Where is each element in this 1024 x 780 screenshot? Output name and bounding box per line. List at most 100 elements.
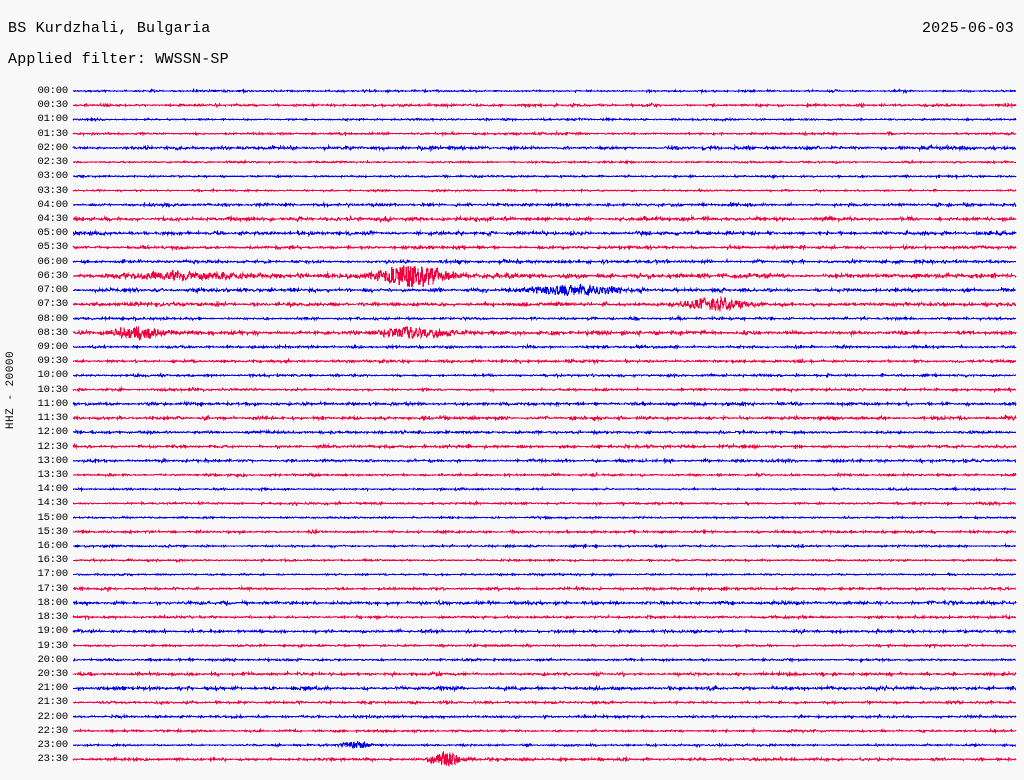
time-tick-20-00: 20:00 — [37, 653, 68, 666]
time-tick-05-00: 05:00 — [37, 227, 68, 240]
time-tick-09-30: 09:30 — [37, 355, 68, 368]
trace-row-03-30 — [72, 187, 1017, 194]
trace-row-14-30 — [72, 499, 1017, 507]
trace-row-08-00 — [72, 315, 1017, 323]
trace-row-21-00 — [73, 684, 1017, 693]
time-tick-12-30: 12:30 — [37, 440, 68, 453]
trace-row-21-30 — [72, 698, 1017, 706]
trace-canvas — [72, 87, 1017, 767]
helicorder-plot — [0, 78, 1024, 780]
time-tick-17-00: 17:00 — [37, 568, 68, 581]
time-tick-18-30: 18:30 — [37, 611, 68, 624]
trace-row-02-00 — [72, 143, 1017, 153]
time-tick-11-00: 11:00 — [37, 397, 68, 410]
time-tick-01-30: 01:30 — [37, 127, 68, 140]
time-tick-02-30: 02:30 — [37, 156, 68, 169]
time-tick-09-00: 09:00 — [37, 340, 68, 353]
trace-row-10-30 — [72, 385, 1017, 394]
trace-row-18-30 — [72, 613, 1017, 621]
trace-row-07-30 — [72, 295, 1017, 312]
trace-row-09-30 — [72, 357, 1017, 366]
time-tick-18-00: 18:00 — [37, 596, 68, 609]
trace-row-05-30 — [72, 243, 1017, 252]
time-tick-10-00: 10:00 — [37, 369, 68, 382]
time-tick-07-00: 07:00 — [37, 284, 68, 297]
trace-row-17-30 — [72, 584, 1017, 593]
time-tick-02-00: 02:00 — [37, 141, 68, 154]
trace-row-04-00 — [72, 201, 1017, 209]
trace-row-00-30 — [72, 102, 1017, 109]
trace-row-23-00 — [72, 740, 1017, 750]
trace-row-19-00 — [72, 627, 1017, 635]
trace-row-05-00 — [72, 229, 1017, 238]
time-tick-13-30: 13:30 — [37, 468, 68, 481]
trace-row-08-30 — [72, 325, 1017, 342]
time-tick-23-00: 23:00 — [37, 739, 68, 752]
time-tick-15-00: 15:00 — [37, 511, 68, 524]
trace-row-01-00 — [72, 116, 1017, 123]
trace-row-23-30 — [72, 750, 1017, 767]
time-axis-ticks: 00:00 00:30 01:00 01:30 02:00 02:30 03:00 03:30… — [0, 78, 68, 780]
trace-row-01-30 — [72, 130, 1017, 138]
time-tick-00-00: 00:00 — [37, 85, 68, 97]
trace-row-13-00 — [72, 457, 1017, 465]
time-tick-14-30: 14:30 — [37, 497, 68, 510]
trace-row-22-00 — [72, 713, 1017, 721]
page-title: BS Kurdzhali, Bulgaria — [8, 20, 211, 37]
time-tick-08-30: 08:30 — [37, 326, 68, 339]
trace-row-20-30 — [72, 670, 1017, 678]
trace-row-07-00 — [72, 283, 1017, 297]
time-tick-21-30: 21:30 — [37, 696, 68, 709]
trace-row-15-30 — [72, 528, 1017, 536]
time-tick-06-30: 06:30 — [37, 269, 68, 282]
trace-row-22-30 — [72, 727, 1017, 735]
time-tick-05-30: 05:30 — [37, 241, 68, 254]
time-tick-23-30: 23:30 — [37, 753, 68, 766]
trace-row-17-00 — [72, 571, 1017, 578]
time-tick-12-00: 12:00 — [37, 426, 68, 439]
time-tick-16-30: 16:30 — [37, 554, 68, 567]
time-tick-21-00: 21:00 — [37, 682, 68, 695]
trace-row-13-30 — [72, 471, 1017, 479]
time-tick-19-00: 19:00 — [37, 625, 68, 638]
time-tick-14-00: 14:00 — [37, 483, 68, 496]
time-tick-10-30: 10:30 — [37, 383, 68, 396]
time-tick-11-30: 11:30 — [37, 412, 68, 425]
time-tick-00-30: 00:30 — [37, 99, 68, 112]
time-tick-04-30: 04:30 — [37, 212, 68, 225]
trace-row-00-00 — [72, 87, 1017, 95]
trace-row-11-30 — [72, 414, 1017, 422]
trace-row-11-00 — [72, 400, 1017, 408]
trace-row-10-00 — [73, 371, 1017, 379]
trace-row-12-00 — [72, 428, 1017, 436]
trace-row-14-00 — [72, 485, 1017, 493]
trace-row-12-30 — [72, 442, 1017, 451]
trace-row-16-30 — [72, 557, 1017, 564]
trace-row-02-30 — [72, 159, 1017, 165]
trace-row-18-00 — [72, 598, 1017, 607]
trace-row-09-00 — [72, 343, 1017, 350]
trace-row-04-30 — [72, 214, 1017, 224]
time-tick-22-30: 22:30 — [37, 724, 68, 737]
time-tick-01-00: 01:00 — [37, 113, 68, 126]
trace-row-03-00 — [72, 173, 1017, 180]
time-tick-22-00: 22:00 — [37, 710, 68, 723]
trace-row-15-00 — [72, 514, 1017, 521]
time-tick-07-30: 07:30 — [37, 298, 68, 311]
trace-row-06-00 — [72, 257, 1017, 266]
time-tick-20-30: 20:30 — [37, 668, 68, 681]
trace-row-19-30 — [72, 642, 1017, 649]
time-tick-04-00: 04:00 — [37, 198, 68, 211]
applied-filter-label: Applied filter: WWSSN-SP — [8, 51, 229, 68]
time-tick-03-00: 03:00 — [37, 170, 68, 183]
record-date: 2025-06-03 — [921, 20, 1014, 37]
trace-row-20-00 — [72, 656, 1017, 664]
time-tick-06-00: 06:00 — [37, 255, 68, 268]
time-tick-08-00: 08:00 — [37, 312, 68, 325]
time-tick-19-30: 19:30 — [37, 639, 68, 652]
time-tick-16-00: 16:00 — [37, 540, 68, 553]
time-tick-17-30: 17:30 — [37, 582, 68, 595]
trace-row-06-30 — [73, 265, 1017, 288]
time-tick-03-30: 03:30 — [37, 184, 68, 197]
